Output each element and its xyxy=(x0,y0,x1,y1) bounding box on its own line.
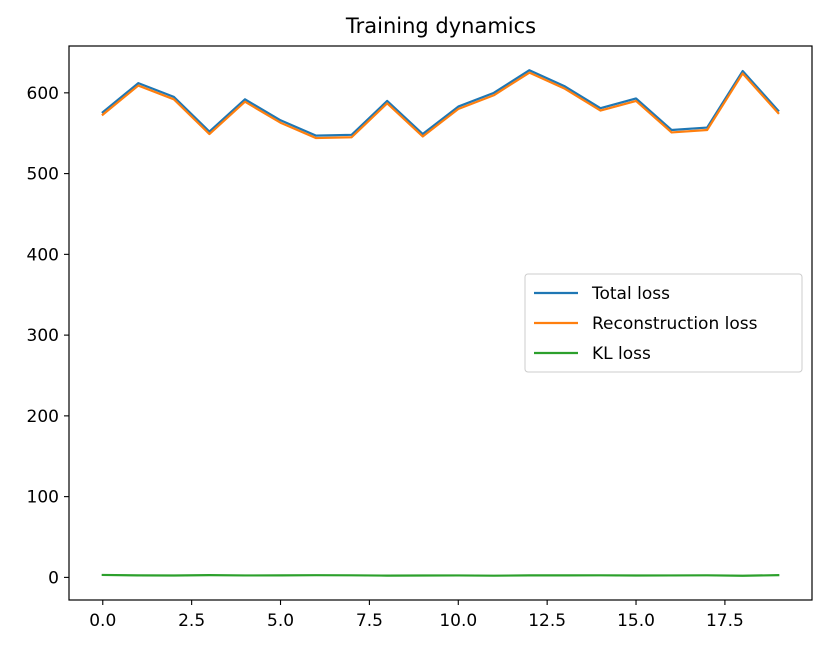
legend-label-kl-loss: KL loss xyxy=(592,344,651,364)
x-tick-label: 12.5 xyxy=(528,611,566,631)
legend: Total loss Reconstruction loss KL loss xyxy=(524,273,803,373)
axes: 0.0 2.5 5.0 7.5 10.0 12.5 15.0 17.5 0 100 200 300 40… xyxy=(27,45,813,631)
y-tick-label: 400 xyxy=(27,245,59,265)
series-line-kl-loss xyxy=(101,573,780,577)
x-tick-label: 17.5 xyxy=(706,611,744,631)
y-tick-label: 300 xyxy=(27,326,59,346)
legend-label-total-loss: Total loss xyxy=(591,284,670,304)
series-line-total-loss xyxy=(101,69,780,137)
x-tick-label: 15.0 xyxy=(617,611,655,631)
series-line-reconstruction-loss xyxy=(101,71,780,140)
x-tick-label: 2.5 xyxy=(178,611,205,631)
x-tick-label: 5.0 xyxy=(267,611,294,631)
plot-frame xyxy=(68,45,813,601)
x-tick-label: 7.5 xyxy=(356,611,383,631)
y-tick-label: 100 xyxy=(27,488,59,508)
x-tick-label: 10.0 xyxy=(439,611,477,631)
y-tick-label: 600 xyxy=(27,84,59,104)
y-tick-label: 500 xyxy=(27,165,59,185)
chart-title: Training dynamics xyxy=(345,14,536,38)
legend-label-reconstruction-loss: Reconstruction loss xyxy=(592,314,758,334)
x-tick-label: 0.0 xyxy=(89,611,116,631)
plot-lines xyxy=(101,69,780,577)
legend-box xyxy=(524,273,803,373)
y-tick-label: 200 xyxy=(27,407,59,427)
y-tick-label: 0 xyxy=(48,568,59,588)
